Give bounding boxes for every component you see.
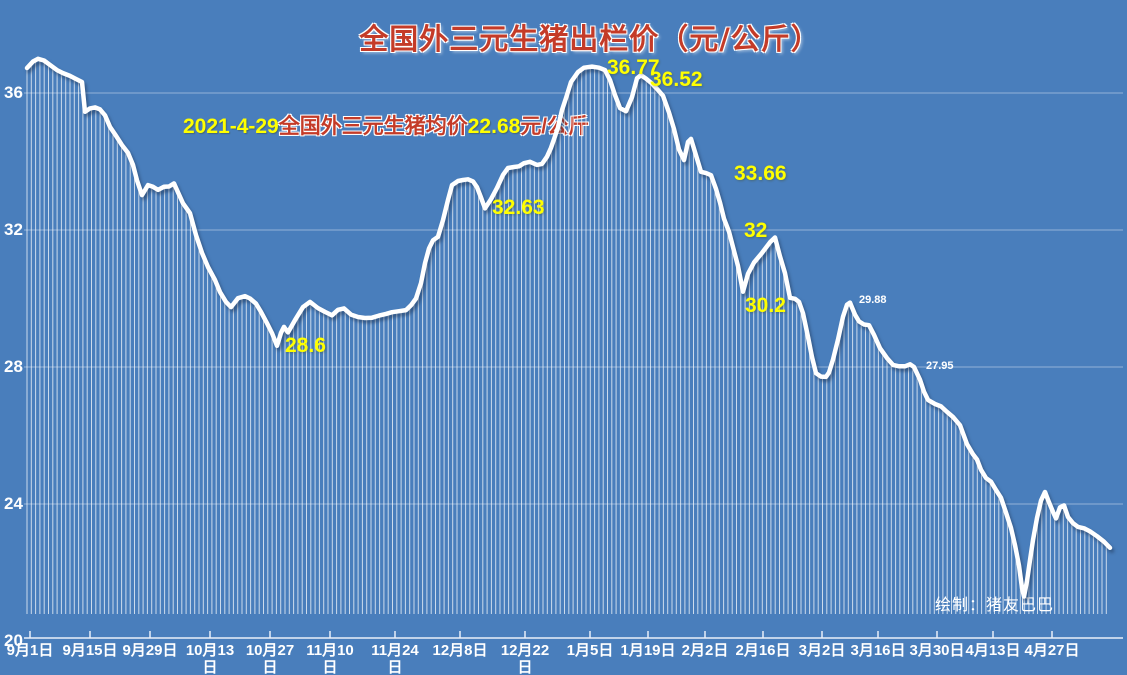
point-label: 29.88 [859, 294, 887, 306]
x-axis-label: 1月5日 [566, 642, 614, 659]
point-label: 36.52 [650, 68, 703, 91]
point-label: 32 [744, 219, 768, 242]
avg-price-annotation: 2021-4-29全国外三元生猪均价22.68元/公斤 [183, 113, 589, 141]
x-axis-label: 11月10 日 [306, 642, 354, 675]
point-label: 36.77 [607, 56, 660, 79]
x-axis-label: 9月29日 [122, 642, 178, 659]
y-axis-label: 28 [4, 357, 23, 376]
annotation-price: 22.68 [467, 115, 521, 138]
x-axis-label: 4月27日 [1024, 642, 1080, 659]
x-axis-label: 10月13 日 [185, 642, 235, 675]
x-axis-label: 10月27 日 [245, 642, 295, 675]
point-label: 30.2 [745, 294, 786, 317]
x-axis-label: 9月1日 [6, 642, 54, 659]
x-axis-label: 11月24 日 [371, 642, 419, 675]
x-axis-label: 3月16日 [850, 642, 906, 659]
x-axis-label: 2月16日 [735, 642, 791, 659]
point-label: 33.66 [734, 162, 787, 185]
x-axis-label: 3月30日 [909, 642, 965, 659]
x-axis-label: 2月2日 [681, 642, 729, 659]
y-axis-label: 32 [4, 220, 23, 239]
y-axis-label: 36 [4, 83, 23, 102]
annotation-date: 2021-4-29 [183, 115, 279, 138]
annotation-label: 全国外三元生猪均价 [278, 115, 468, 138]
x-axis-label: 1月19日 [620, 642, 676, 659]
point-label: 27.95 [926, 360, 954, 372]
y-axis-label: 24 [4, 494, 23, 513]
x-axis-label: 4月13日 [965, 642, 1021, 659]
annotation-unit: 元/公斤 [520, 115, 590, 138]
chart-title: 全国外三元生猪出栏价（元/公斤） [359, 22, 821, 56]
x-axis-label: 12月22 日 [500, 642, 550, 675]
point-label: 28.6 [285, 334, 326, 357]
point-label: 32.63 [492, 196, 545, 219]
x-axis-label: 3月2日 [798, 642, 846, 659]
y-axis-label: 20 [4, 631, 23, 650]
x-axis-label: 9月15日 [62, 642, 118, 659]
x-axis-label: 12月8日 [432, 642, 488, 659]
